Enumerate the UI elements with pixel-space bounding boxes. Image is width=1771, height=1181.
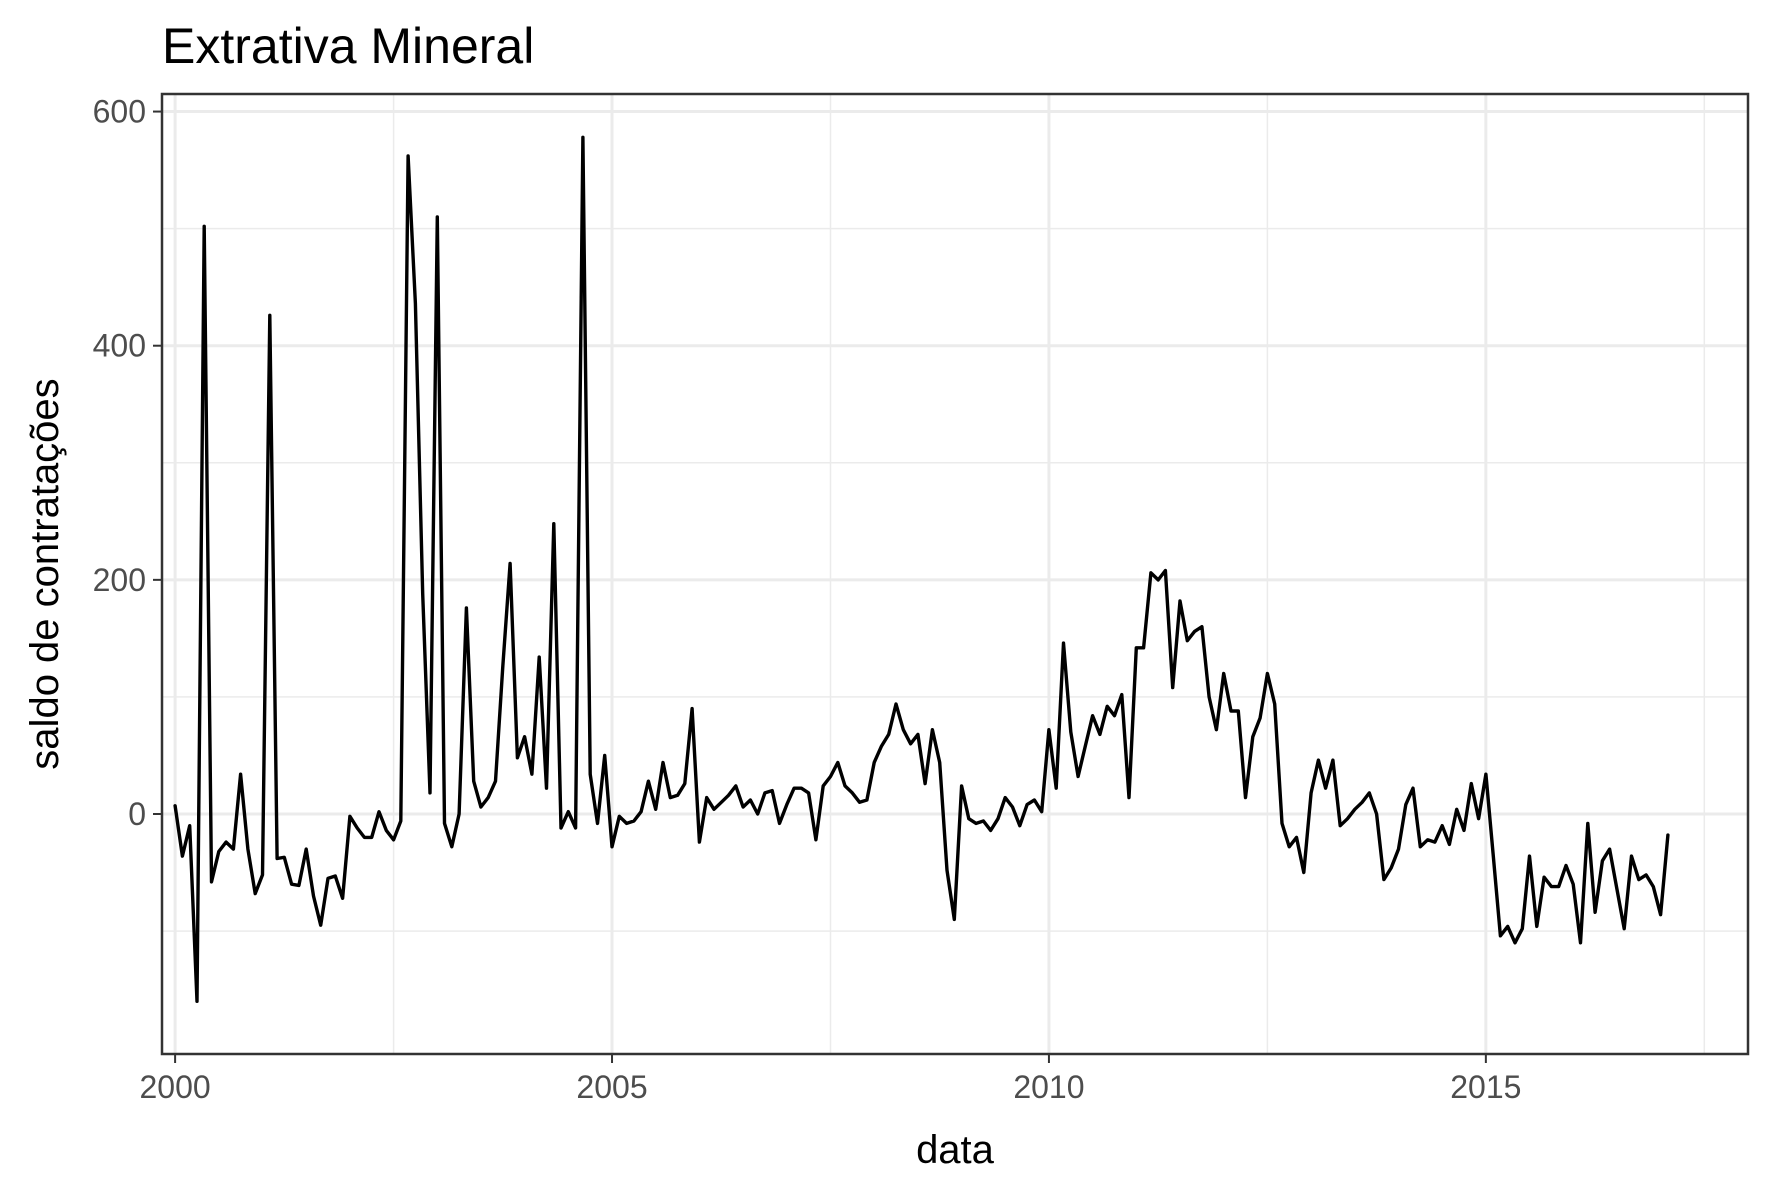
y-tick-label: 400: [93, 328, 146, 364]
y-tick-label: 200: [93, 562, 146, 598]
x-tick-label: 2005: [576, 1069, 647, 1105]
x-tick-label: 2010: [1013, 1069, 1084, 1105]
x-tick-label: 2000: [140, 1069, 211, 1105]
y-axis-title: saldo de contratações: [23, 378, 67, 769]
chart-title: Extrativa Mineral: [162, 18, 534, 74]
x-axis-ticks: 2000 2005 2010 2015: [140, 1054, 1521, 1105]
x-tick-label: 2015: [1450, 1069, 1521, 1105]
x-axis-title: data: [916, 1128, 995, 1172]
y-axis-ticks: 0 200 400 600: [93, 94, 162, 832]
y-tick-label: 0: [128, 796, 146, 832]
major-gridlines: [162, 94, 1748, 1054]
plot-panel-border: [160, 92, 1750, 1056]
y-tick-label: 600: [93, 94, 146, 130]
series-line: [173, 135, 1670, 1003]
